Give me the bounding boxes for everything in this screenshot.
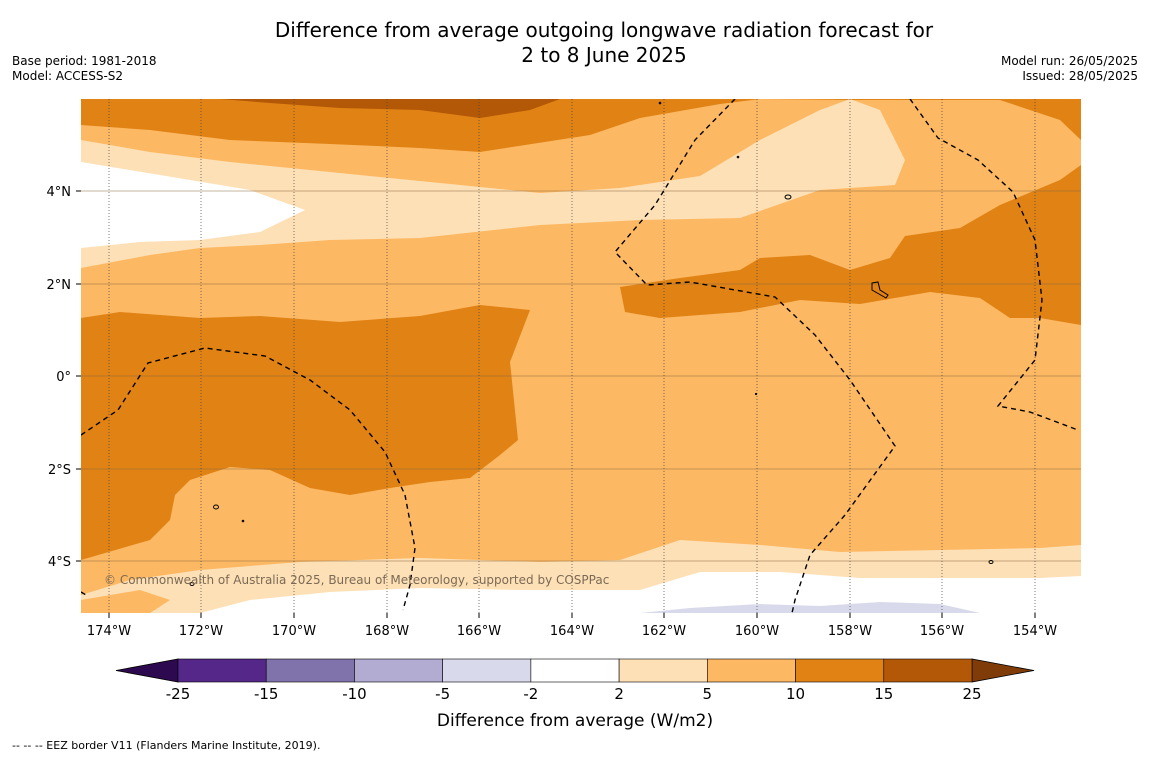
anomaly-field <box>81 99 1081 613</box>
lon-tick-label: 170°W <box>272 624 316 639</box>
colorbar-label: 10 <box>786 685 805 703</box>
colorbar-label: 25 <box>962 685 981 703</box>
band-neutral-south <box>200 572 1081 613</box>
colorbar-label: -25 <box>166 685 191 703</box>
issued-date: Issued: 28/05/2025 <box>1022 69 1138 83</box>
eez-borders <box>81 99 1079 613</box>
colorbar-swatch <box>442 658 532 683</box>
lon-tick-label: 162°W <box>642 624 686 639</box>
eez-footnote: -- -- -- EEZ border V11 (Flanders Marine… <box>12 739 321 752</box>
colorbar-extend-min <box>115 658 179 683</box>
colorbar-swatch <box>530 658 620 683</box>
band-neutral-north <box>81 162 305 248</box>
colorbar-swatch <box>795 658 885 683</box>
colorbar-label: 2 <box>614 685 624 703</box>
lat-tick-label: 4°S <box>48 555 71 570</box>
colorbar-label: 5 <box>703 685 713 703</box>
colorbar-label: 15 <box>874 685 893 703</box>
base-period: Base period: 1981-2018 <box>12 54 157 68</box>
band-2-5-north <box>81 99 905 268</box>
band-5-10-southwest <box>81 590 170 613</box>
lon-tick-label: 168°W <box>365 624 409 639</box>
meta-right: Model run: 26/05/2025 Issued: 28/05/2025 <box>1001 54 1138 84</box>
model-name: Model: ACCESS-S2 <box>12 69 124 83</box>
title-line-1: Difference from average outgoing longwav… <box>274 18 934 42</box>
lat-tick-label: 2°S <box>48 463 71 478</box>
lat-gridlines <box>81 190 1081 562</box>
colorbar-swatch <box>265 658 355 683</box>
lon-tick-marks <box>108 613 1036 618</box>
lat-tick-labels: 4°N 2°N 0° 2°S 4°S <box>47 185 72 570</box>
lon-tick-label: 154°W <box>1013 624 1057 639</box>
copyright-notice: © Commonwealth of Australia 2025, Bureau… <box>104 573 609 587</box>
title-line-2: 2 to 8 June 2025 <box>521 43 687 67</box>
model-run: Model run: 26/05/2025 <box>1000 54 1138 68</box>
lat-tick-marks <box>76 190 81 562</box>
colorbar-swatch <box>707 658 796 683</box>
band-10-15-top <box>81 99 1081 152</box>
colorbar-swatch <box>354 658 443 683</box>
band-10-15-west <box>81 305 530 560</box>
lat-tick-label: 0° <box>56 370 71 385</box>
lon-tick-label: 158°W <box>828 624 872 639</box>
colorbar-extend-max <box>971 658 1035 683</box>
colorbar-swatch <box>883 658 973 683</box>
page-title: Difference from average outgoing longwav… <box>230 18 978 68</box>
lon-tick-label: 172°W <box>179 624 223 639</box>
colorbar <box>115 658 1035 683</box>
colorbar-swatch <box>177 658 267 683</box>
band-15-25-top <box>220 99 560 118</box>
lon-tick-label: 174°W <box>87 624 131 639</box>
lon-tick-label: 160°W <box>735 624 779 639</box>
colorbar-label: -10 <box>342 685 367 703</box>
lon-tick-label: 156°W <box>920 624 964 639</box>
islands <box>189 101 994 586</box>
colorbar-labels: -25 -15 -10 -5 -2 2 5 10 15 25 <box>166 685 982 703</box>
lon-tick-label: 166°W <box>457 624 501 639</box>
lat-tick-label: 4°N <box>47 185 72 200</box>
lat-tick-label: 2°N <box>47 278 72 293</box>
meta-left: Base period: 1981-2018 Model: ACCESS-S2 <box>12 54 157 84</box>
colorbar-label: -15 <box>254 685 279 703</box>
band-minus-5-2-south <box>640 602 980 613</box>
colorbar-title: Difference from average (W/m2) <box>437 711 713 731</box>
colorbar-swatch <box>618 658 708 683</box>
lon-tick-label: 164°W <box>550 624 594 639</box>
colorbar-label: -5 <box>435 685 450 703</box>
lon-tick-labels: 174°W 172°W 170°W 168°W 166°W 164°W 162°W 160°W… <box>87 624 1057 639</box>
colorbar-label: -2 <box>523 685 538 703</box>
band-10-15-east <box>620 165 1081 325</box>
